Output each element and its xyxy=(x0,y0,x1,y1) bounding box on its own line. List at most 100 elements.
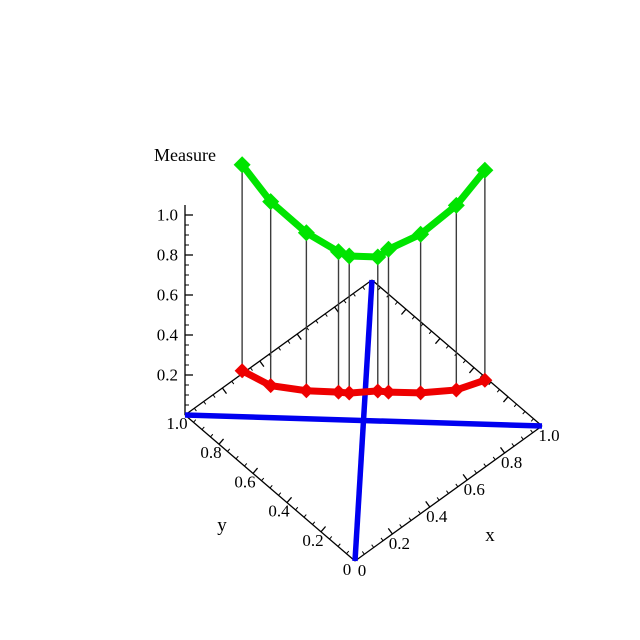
red-point-marker xyxy=(477,372,493,388)
x-tick-label: 0.8 xyxy=(501,453,522,472)
major-tick xyxy=(320,526,327,533)
minor-tick xyxy=(428,330,432,335)
z-tick-label: 0.4 xyxy=(157,326,179,345)
green-point-marker xyxy=(412,225,430,243)
x-tick-label: 0 xyxy=(358,561,367,580)
minor-tick xyxy=(250,367,253,371)
major-tick xyxy=(462,473,468,481)
minor-tick xyxy=(511,443,515,447)
x-tick-label: 1.0 xyxy=(538,426,559,445)
minor-tick xyxy=(193,419,197,423)
green-point-marker xyxy=(447,196,465,214)
minor-tick xyxy=(352,293,356,297)
green-point-marker xyxy=(262,193,280,211)
z-tick-label: 1.0 xyxy=(157,206,178,225)
minor-tick xyxy=(324,313,328,317)
x-tick-label: 0.4 xyxy=(426,507,448,526)
minor-tick xyxy=(408,517,412,521)
minor-tick xyxy=(436,497,440,501)
minor-tick xyxy=(303,514,307,518)
y-tick-label: 0.2 xyxy=(302,531,323,550)
minor-tick xyxy=(371,544,375,548)
minor-tick xyxy=(278,492,282,496)
green-curve xyxy=(233,156,494,266)
minor-tick xyxy=(399,524,403,528)
minor-tick xyxy=(212,394,216,398)
minor-tick xyxy=(295,506,299,511)
major-tick xyxy=(218,438,225,445)
x-tick-label: 0.6 xyxy=(464,480,485,499)
minor-tick xyxy=(411,316,415,320)
major-tick xyxy=(468,367,475,374)
minor-tick xyxy=(446,490,449,494)
minor-tick xyxy=(530,418,534,422)
minor-tick xyxy=(261,477,265,482)
major-tick xyxy=(221,387,228,395)
y-axis-title: y xyxy=(217,515,227,536)
minor-tick xyxy=(278,347,281,351)
red-point-marker xyxy=(370,383,386,399)
z-axis-title: Measure xyxy=(154,145,216,165)
red-point-marker xyxy=(413,385,429,401)
drop-lines xyxy=(241,164,486,394)
red-curve xyxy=(234,363,493,401)
x-axis-title: x xyxy=(485,525,495,546)
major-tick xyxy=(425,500,431,508)
minor-tick xyxy=(227,448,231,452)
minor-tick xyxy=(346,550,350,555)
red-point-marker xyxy=(331,384,347,400)
y-tick-label: 0.8 xyxy=(200,443,221,462)
minor-tick xyxy=(203,401,207,405)
y-tick-label: 0.4 xyxy=(268,502,290,521)
minor-tick xyxy=(394,301,398,305)
minor-tick xyxy=(343,299,347,304)
minor-tick xyxy=(269,485,273,489)
minor-tick xyxy=(312,521,316,525)
red-point-marker xyxy=(380,384,396,400)
z-tick-label: 0.2 xyxy=(157,366,178,385)
minor-tick xyxy=(445,345,449,349)
minor-tick xyxy=(361,551,365,555)
z-axis xyxy=(184,205,193,415)
green-point-marker xyxy=(233,156,251,174)
green-point-marker xyxy=(340,247,358,265)
major-tick xyxy=(434,337,441,345)
minor-tick xyxy=(496,389,500,393)
green-point-marker xyxy=(330,243,348,261)
green-point-line xyxy=(239,162,488,261)
base-diagonals xyxy=(184,279,543,562)
green-point-marker xyxy=(379,240,397,258)
major-tick xyxy=(259,360,265,368)
minor-tick xyxy=(522,411,526,415)
major-tick xyxy=(400,308,407,315)
z-tick-label: 0.8 xyxy=(157,246,178,265)
minor-tick xyxy=(201,426,205,430)
red-point-marker xyxy=(341,385,357,401)
minor-tick xyxy=(462,359,466,364)
minor-tick xyxy=(474,470,477,474)
minor-tick xyxy=(380,537,384,542)
minor-tick xyxy=(483,463,487,467)
x-tick-label: 0.2 xyxy=(389,534,410,553)
minor-tick xyxy=(455,483,459,488)
major-tick xyxy=(387,527,393,535)
minor-tick xyxy=(193,407,197,412)
y-tick-label: 0 xyxy=(343,560,352,579)
red-point-marker xyxy=(448,382,464,398)
z-tick-label: 0.6 xyxy=(157,286,178,305)
green-point-marker xyxy=(476,161,494,179)
minor-tick xyxy=(329,536,333,540)
minor-tick xyxy=(520,436,524,440)
axis-tick-labels: 0 0.2 0.4 0.6 0.8 1.0 0 0.2 0.4 0.6 0.8 1.0 0.2 0.4 0.… xyxy=(157,206,560,581)
minor-tick xyxy=(337,543,341,547)
major-tick xyxy=(252,467,259,474)
minor-tick xyxy=(362,286,366,290)
red-point-marker xyxy=(298,383,314,399)
red-point-line xyxy=(240,367,487,397)
major-tick xyxy=(296,333,302,341)
minor-tick xyxy=(488,381,492,386)
axis-ticks xyxy=(193,286,534,555)
minor-tick xyxy=(513,403,517,408)
